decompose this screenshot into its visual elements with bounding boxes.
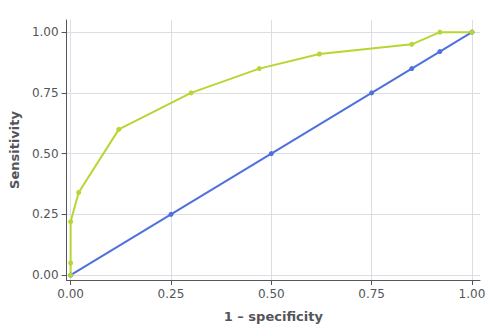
- svg-text:0.50: 0.50: [258, 287, 285, 301]
- svg-text:0.25: 0.25: [32, 207, 59, 221]
- svg-text:1 – specificity: 1 – specificity: [224, 309, 324, 324]
- svg-text:0.00: 0.00: [57, 287, 84, 301]
- svg-text:0.00: 0.00: [32, 268, 59, 282]
- svg-text:1.00: 1.00: [32, 25, 59, 39]
- svg-text:0.75: 0.75: [358, 287, 385, 301]
- svg-text:0.75: 0.75: [32, 86, 59, 100]
- svg-text:0.25: 0.25: [158, 287, 185, 301]
- svg-text:1.00: 1.00: [459, 287, 486, 301]
- svg-text:Sensitivity: Sensitivity: [7, 111, 22, 189]
- svg-text:0.50: 0.50: [32, 147, 59, 161]
